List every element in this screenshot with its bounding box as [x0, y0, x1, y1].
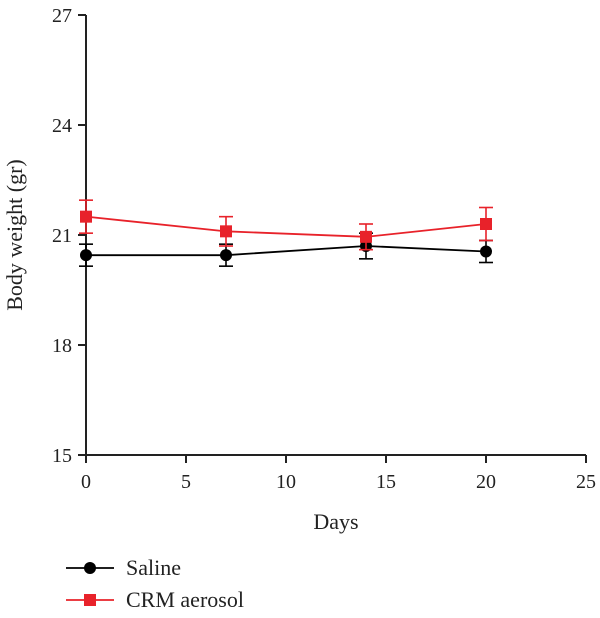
data-point — [220, 249, 232, 262]
data-point — [220, 225, 232, 238]
x-tick-label: 25 — [576, 471, 596, 493]
data-point — [80, 210, 92, 223]
legend-entry-1: CRM aerosol — [66, 587, 244, 612]
legend-entry-0: Saline — [66, 555, 181, 580]
y-tick-labels: 15 18 21 24 27 — [52, 5, 72, 467]
series-line — [86, 245, 487, 257]
series-line — [85, 215, 487, 238]
axes — [78, 14, 587, 463]
legend-marker — [84, 562, 96, 574]
data-point — [360, 230, 372, 243]
legend-label: Saline — [126, 555, 181, 580]
x-tick-label: 5 — [181, 471, 191, 493]
y-tick-label: 18 — [52, 335, 72, 357]
series-layer — [79, 199, 493, 267]
y-tick-label: 27 — [52, 5, 72, 27]
x-tick-label: 20 — [476, 471, 496, 493]
data-point — [80, 249, 92, 262]
y-tick-label: 21 — [52, 225, 72, 247]
y-tick-label: 24 — [52, 115, 72, 137]
x-axis-title: Days — [313, 509, 358, 534]
x-tick-label: 10 — [276, 471, 296, 493]
series-0 — [79, 232, 493, 267]
legend: Saline CRM aerosol — [66, 555, 244, 612]
legend-marker — [84, 594, 96, 606]
series-1 — [79, 199, 493, 251]
data-point — [480, 245, 492, 258]
data-point — [480, 218, 492, 230]
x-tick-label: 15 — [376, 471, 396, 493]
y-tick-label: 15 — [52, 445, 72, 467]
legend-label: CRM aerosol — [126, 587, 244, 612]
x-tick-label: 0 — [81, 471, 91, 493]
y-axis-title: Body weight (gr) — [2, 159, 27, 311]
x-tick-labels: 0 5 10 15 20 25 — [81, 471, 596, 493]
